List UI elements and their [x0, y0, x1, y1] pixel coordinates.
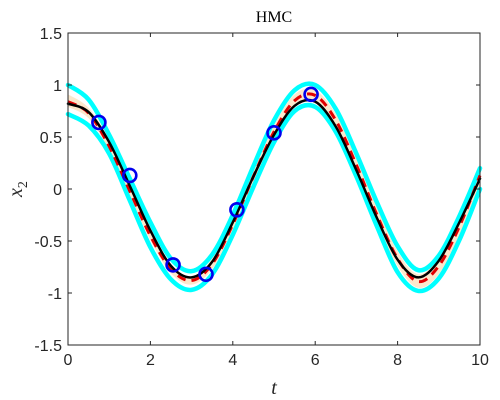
observation-markers: [91, 86, 319, 283]
observation-marker: [91, 114, 107, 131]
observation-marker: [165, 257, 181, 273]
observation-marker: [303, 86, 319, 103]
y-axis-label-subscript: 2: [16, 181, 31, 188]
series-line-cyan-upper-bound: [65, 81, 483, 274]
x-tick-label: 0: [64, 352, 73, 369]
y-tick-label: -0.5: [34, 234, 62, 251]
x-axis-label: t: [271, 377, 277, 399]
x-tick-label: 6: [311, 352, 320, 369]
y-axis-label-base: x: [5, 188, 27, 198]
x-tick-label: 4: [228, 352, 237, 369]
y-tick-label: 0.5: [40, 130, 62, 147]
y-tick-label: -1.5: [34, 338, 62, 355]
chart-title: HMC: [256, 9, 292, 26]
x-axis-ticks: 0 2 4 6 8 10: [64, 33, 489, 369]
y-tick-label: 0: [53, 182, 62, 199]
y-tick-label: -1: [48, 286, 62, 303]
y-axis-label: x2: [5, 181, 31, 198]
observation-marker: [229, 202, 245, 218]
observation-marker: [122, 167, 138, 184]
x-tick-label: 10: [471, 352, 489, 369]
observation-marker: [198, 266, 214, 283]
series-line-dashed-red: [67, 92, 482, 284]
x-tick-label: 8: [393, 352, 402, 369]
series-line-cyan-lower-bound: [65, 102, 483, 294]
y-tick-label: 1.5: [40, 26, 62, 43]
series-line-solid-black: [66, 98, 482, 279]
series-group: [65, 81, 483, 294]
confidence-band: [68, 88, 480, 288]
y-tick-label: 1: [53, 78, 62, 95]
band-area: [68, 88, 480, 288]
y-axis-ticks: -1.5 -1 -0.5 0 0.5 1 1.5: [34, 26, 480, 355]
observation-marker: [266, 125, 282, 141]
x-tick-label: 2: [146, 352, 155, 369]
